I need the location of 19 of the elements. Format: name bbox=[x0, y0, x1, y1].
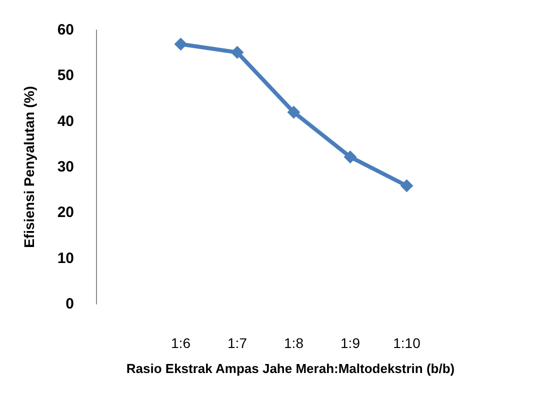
y-tick-label: 40 bbox=[57, 112, 74, 130]
x-axis-title: Rasio Ekstrak Ampas Jahe Merah:Maltodekstrin (b/b) bbox=[126, 361, 455, 376]
y-tick-label: 60 bbox=[57, 22, 74, 38]
y-tick-label: 20 bbox=[57, 204, 74, 222]
y-tick-label: 0 bbox=[66, 296, 74, 312]
y-tick-label: 50 bbox=[57, 67, 74, 84]
point bbox=[174, 38, 188, 51]
x-tick-label: 1:9 bbox=[340, 335, 360, 351]
point bbox=[287, 106, 300, 119]
x-tick-label: 1:7 bbox=[228, 335, 248, 351]
y-tick-label: 30 bbox=[57, 158, 74, 176]
point bbox=[400, 179, 414, 192]
y-axis-title: Efisiensi Penyalutan (%) bbox=[21, 86, 37, 248]
x-tick-label: 1:6 bbox=[171, 335, 191, 351]
point bbox=[344, 150, 357, 164]
point bbox=[230, 46, 244, 59]
y-tick-label: 10 bbox=[57, 250, 74, 267]
x-tick-label: 1:8 bbox=[284, 335, 304, 351]
x-tick-label: 1:10 bbox=[393, 335, 421, 351]
